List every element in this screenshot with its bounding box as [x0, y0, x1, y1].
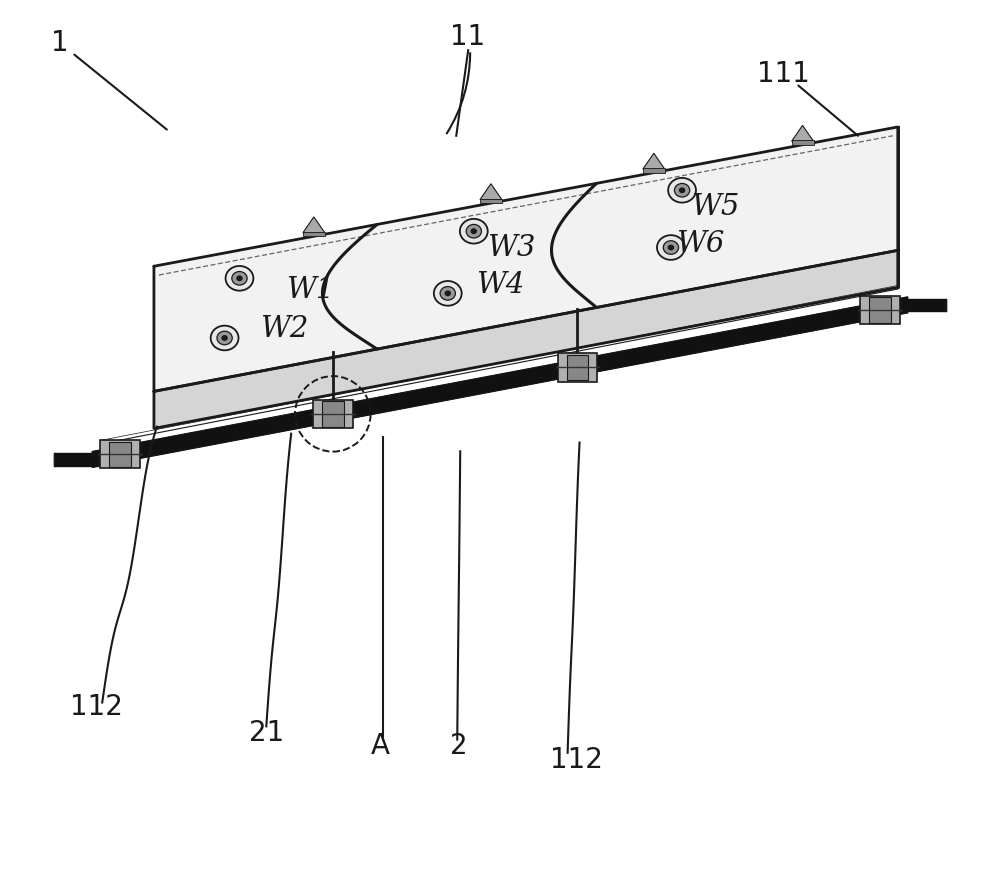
Text: W1: W1 [286, 276, 334, 304]
Polygon shape [480, 199, 502, 204]
Circle shape [232, 272, 247, 286]
Polygon shape [92, 298, 908, 468]
Circle shape [668, 179, 696, 204]
Polygon shape [480, 184, 502, 200]
Text: W2: W2 [260, 315, 308, 343]
Text: 112: 112 [70, 692, 123, 720]
Text: 21: 21 [249, 719, 285, 747]
Circle shape [471, 229, 476, 234]
Polygon shape [643, 154, 665, 170]
Circle shape [222, 337, 227, 341]
Text: 2: 2 [450, 731, 468, 759]
Text: 1: 1 [51, 29, 68, 58]
Polygon shape [54, 454, 92, 466]
Circle shape [680, 189, 685, 193]
Polygon shape [558, 354, 597, 382]
Polygon shape [792, 126, 814, 142]
Polygon shape [869, 298, 891, 323]
Circle shape [211, 326, 239, 351]
Circle shape [226, 267, 253, 291]
Polygon shape [154, 128, 898, 392]
Circle shape [445, 291, 450, 296]
Polygon shape [154, 251, 898, 429]
Text: W5: W5 [691, 192, 740, 221]
Polygon shape [322, 401, 344, 427]
Text: 112: 112 [550, 745, 603, 773]
Polygon shape [109, 442, 131, 467]
Circle shape [460, 220, 488, 245]
Circle shape [668, 246, 673, 251]
Text: W6: W6 [676, 229, 725, 258]
Polygon shape [303, 218, 325, 234]
Polygon shape [303, 233, 325, 237]
Polygon shape [100, 440, 140, 469]
Text: W3: W3 [487, 233, 535, 261]
Circle shape [466, 225, 481, 238]
Circle shape [663, 242, 679, 255]
Circle shape [217, 332, 232, 346]
Polygon shape [908, 299, 946, 312]
Circle shape [434, 282, 462, 307]
Polygon shape [792, 141, 814, 145]
Text: A: A [371, 731, 390, 759]
Polygon shape [567, 355, 588, 381]
Circle shape [657, 236, 685, 260]
Circle shape [440, 287, 455, 301]
Circle shape [674, 184, 690, 198]
Polygon shape [313, 400, 353, 429]
Text: 11: 11 [450, 23, 486, 51]
Text: 111: 111 [757, 60, 809, 88]
Circle shape [237, 276, 242, 281]
Text: W4: W4 [476, 270, 524, 299]
Polygon shape [643, 169, 665, 174]
Polygon shape [860, 297, 900, 325]
